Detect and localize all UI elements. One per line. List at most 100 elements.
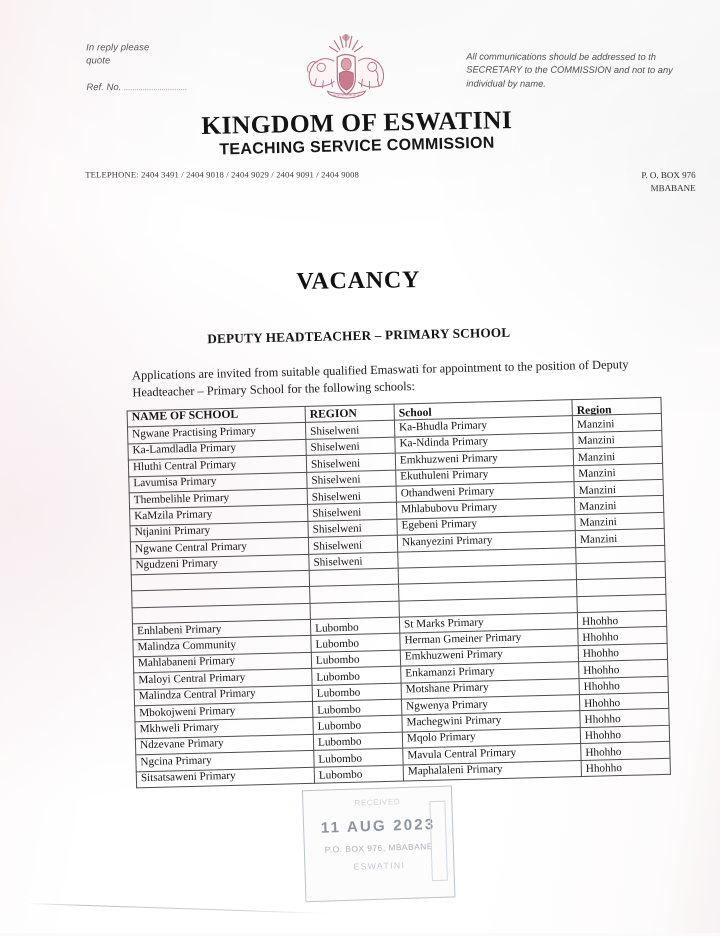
school-name-left-text: Mkhweli Primary <box>139 721 220 736</box>
page-title: VACANCY <box>296 267 421 295</box>
position-subtitle: DEPUTY HEADTEACHER – PRIMARY SCHOOL <box>207 324 511 347</box>
region-left-text: Lubombo <box>315 654 360 668</box>
region-left-text: Lubombo <box>318 752 363 766</box>
school-name-right-text: Ngwenya Primary <box>405 698 488 713</box>
header-region-right-label: Region <box>576 403 612 417</box>
reference-number-blank: .............................. <box>123 82 187 93</box>
region-right-text: Hhohho <box>583 663 620 677</box>
stamp-side-box <box>429 800 448 882</box>
school-name-right-text: Machegwini Primary <box>406 714 502 729</box>
region-left-text: Shiselweni <box>312 539 363 553</box>
school-name-right-text: Mqolo Primary <box>406 731 476 745</box>
region-left-text: Shiselweni <box>311 473 361 487</box>
region-left-text: Shiselweni <box>310 424 360 438</box>
school-name-right-text: Ekuthuleni Primary <box>400 468 489 483</box>
school-name-left-text: Malindza Community <box>137 638 237 654</box>
introduction-paragraph: Applications are invited from suitable q… <box>132 356 633 402</box>
telephone-line: TELEPHONE: 2404 3491 / 2404 9018 / 2404 … <box>85 169 360 180</box>
school-name-left: Sitsatsaweni Primary <box>136 766 315 788</box>
reply-instruction: In reply please quote <box>86 42 149 68</box>
school-name-left-text: Ntjanini Primary <box>134 524 211 539</box>
region-right-text: Hhohho <box>582 647 620 661</box>
region-left-text: Shiselweni <box>310 440 360 455</box>
region-right-text: Hhohho <box>585 762 623 776</box>
school-name-left-text: Ngwane Practising Primary <box>132 425 256 441</box>
region-left-text: Lubombo <box>318 768 363 782</box>
postal-address: P. O. BOX 976 MBABANE <box>641 169 695 194</box>
school-name-left-text: Mbokojweni Primary <box>139 704 236 719</box>
region-right: Hhohho <box>581 757 671 777</box>
region-right-text: Manzini <box>577 450 616 464</box>
school-name-left-text: Malindza Central Primary <box>138 687 256 703</box>
introduction-line1: Applications are invited from suitable q… <box>131 358 590 383</box>
school-name-left-text: Ngudzeni Primary <box>135 557 218 572</box>
school-name-left-text: Sitsatsaweni Primary <box>140 770 236 785</box>
received-date-stamp: RECEIVED 11 AUG 2023 P.O. BOX 976, MBABA… <box>301 785 456 903</box>
region-left-text: Lubombo <box>317 719 362 733</box>
region-right-text: Hhohho <box>584 729 622 743</box>
region-left-text: Lubombo <box>315 637 360 651</box>
region-right-text: Manzini <box>579 516 618 530</box>
region-right-text: Manzini <box>578 467 616 481</box>
school-name-left-text: Ndzevane Primary <box>139 737 224 752</box>
school-name-left-text: Ngcina Primary <box>140 754 212 769</box>
school-name-right-text: Motshane Primary <box>405 681 489 696</box>
reference-number-line: Ref. No. .............................. <box>86 82 187 93</box>
region-left-text: Shiselweni <box>312 522 362 537</box>
header-school-right-label: School <box>398 405 432 420</box>
school-name-right: Maphalaleni Primary <box>403 760 582 782</box>
region-left-text: Shiselweni <box>311 490 362 504</box>
region-right-text: Hhohho <box>582 631 619 645</box>
region-right-text: Manzini <box>579 532 618 546</box>
region-left-text: Lubombo <box>316 686 361 700</box>
reply-instruction-line1: In reply please <box>86 42 150 54</box>
school-name-left-text: Mahlabaneni Primary <box>137 655 236 670</box>
header-name-of-school-label: NAME OF SCHOOL <box>131 407 239 424</box>
city-line: MBABANE <box>650 182 696 193</box>
region-right-text: Manzini <box>579 500 617 513</box>
school-name-left-text: Maloyi Central Primary <box>138 671 246 687</box>
schools-table-container: NAME OF SCHOOL REGION School Region Ngwa… <box>127 397 671 788</box>
school-name-right-text: Ka-Ndinda Primary <box>399 435 489 450</box>
school-name-right-text: Ka-Bhudla Primary <box>398 419 488 434</box>
region-left-text: Shiselweni <box>312 506 362 520</box>
school-name-left-text: Enhlabeni Primary <box>137 622 222 637</box>
school-name-right-text: Herman Gmeiner Primary <box>404 631 522 647</box>
region-right-text: Hhohho <box>581 614 619 628</box>
region-right-text: Manzini <box>578 483 617 497</box>
school-name-right-text: Mavula Central Primary <box>407 746 517 762</box>
region-right-text: Hhohho <box>583 696 621 710</box>
school-name-left-text: Hluthi Central Primary <box>132 458 237 474</box>
schools-table: NAME OF SCHOOL REGION School Region Ngwa… <box>127 397 671 788</box>
region-right-text: Hhohho <box>583 680 620 694</box>
school-name-right-text: Emkhuzweni Primary <box>399 451 498 467</box>
school-name-right-text: Nkanyezini Primary <box>401 533 493 549</box>
region-right-text: Hhohho <box>584 713 621 726</box>
school-name-right-text: Mhlabubovu Primary <box>401 501 498 516</box>
region-left-text: Lubombo <box>317 736 362 750</box>
region-left-text: Lubombo <box>315 621 359 635</box>
school-name-left-text: Ngwane Central Primary <box>134 540 248 556</box>
reply-instruction-line2: quote <box>86 55 111 67</box>
region-right-text: Manzini <box>577 434 615 448</box>
school-name-left-text: Ka-Lamdladla Primary <box>132 442 237 457</box>
communications-notice: All communications should be addressed t… <box>466 51 673 89</box>
region-right-text: Manzini <box>576 418 615 432</box>
region-left-text: Lubombo <box>317 703 361 717</box>
school-name-right-text: Maphalaleni Primary <box>407 763 503 778</box>
school-name-left-text: Thembelihle Primary <box>133 491 230 506</box>
po-box-line: P. O. BOX 976 <box>641 169 696 181</box>
region-left-text: Shiselweni <box>313 555 363 569</box>
region-left: Lubombo <box>314 764 404 784</box>
school-name-right-text: St Marks Primary <box>403 616 484 631</box>
school-name-right-text: Othandweni Primary <box>400 484 495 500</box>
schools-table-body: Ngwane Practising Primary Shiselweni Ka-Bh… <box>127 413 671 788</box>
region-right-text: Hhohho <box>585 745 622 759</box>
eswatini-coat-of-arms-icon <box>307 34 385 99</box>
region-left-text: Lubombo <box>316 670 361 684</box>
school-name-right-text: Egebeni Primary <box>401 517 478 532</box>
reference-number-label: Ref. No. <box>86 82 122 94</box>
school-name-left-text: Lavumisa Primary <box>133 475 217 490</box>
